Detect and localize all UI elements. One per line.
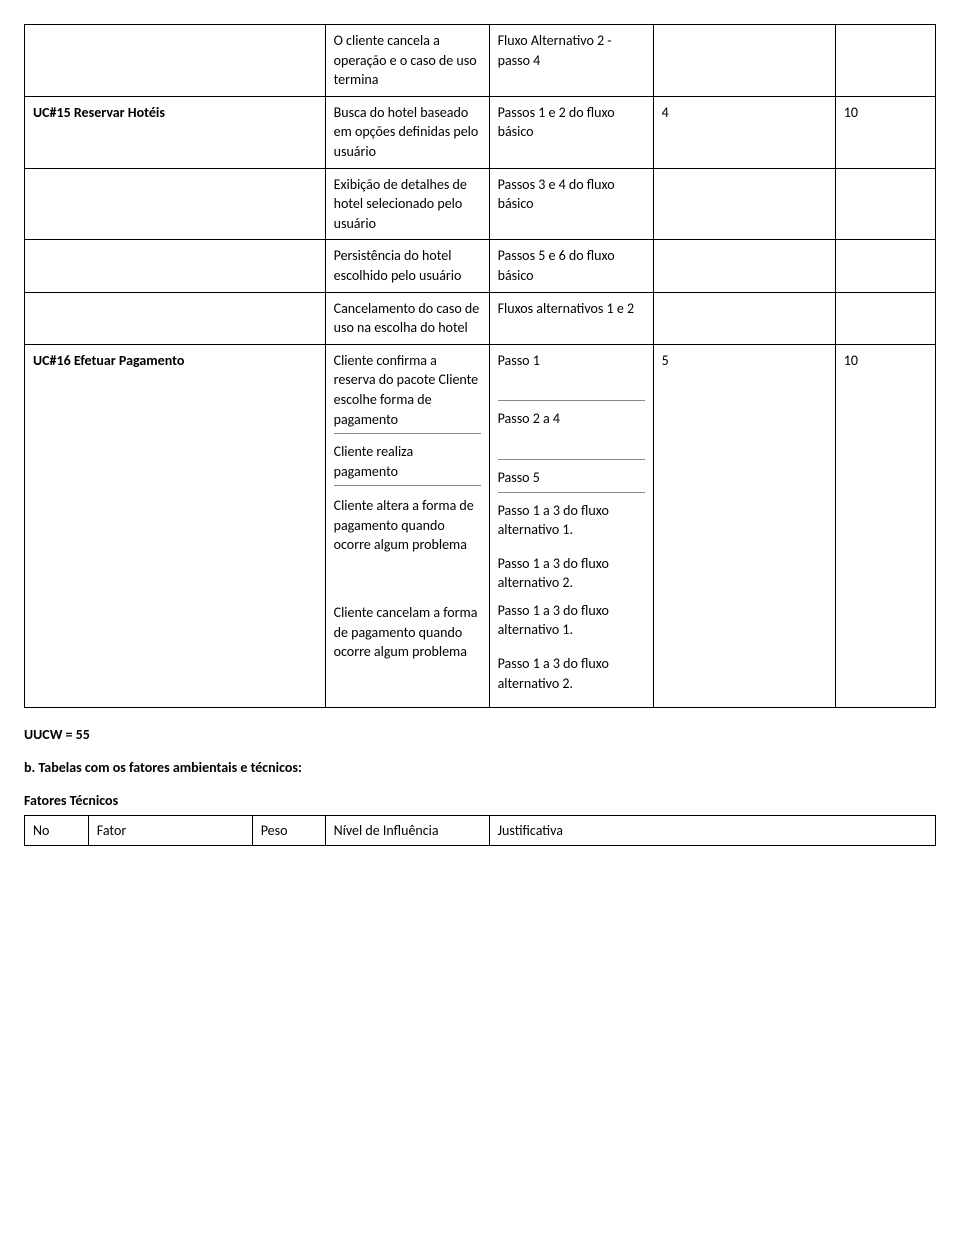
factors-header-row: No Fator Peso Nível de Influência Justif… [25, 816, 936, 846]
cell-value [835, 168, 935, 240]
col-no: No [25, 816, 89, 846]
cell-flow: Fluxos alternativos 1 e 2 [489, 292, 653, 344]
cell-value: 10 [835, 96, 935, 168]
cell-flow: Passos 3 e 4 do fluxo básico [489, 168, 653, 240]
section-b-heading: b. Tabelas com os fatores ambientais e t… [24, 759, 936, 776]
factors-table: No Fator Peso Nível de Influência Justif… [24, 815, 936, 846]
cell-value [835, 25, 935, 97]
cell-description: Busca do hotel baseado em opções definid… [325, 96, 489, 168]
table-row: UC#15 Reservar HotéisBusca do hotel base… [25, 96, 936, 168]
table-row: Persistência do hotel escolhido pelo usu… [25, 240, 936, 292]
cell-usecase [25, 240, 326, 292]
cell-flow: Passos 5 e 6 do fluxo básico [489, 240, 653, 292]
cell-weight [653, 168, 835, 240]
cell-usecase [25, 292, 326, 344]
cell-description: Persistência do hotel escolhido pelo usu… [325, 240, 489, 292]
fatores-tecnicos-title: Fatores Técnicos [24, 792, 936, 809]
table-row: Exibição de detalhes de hotel selecionad… [25, 168, 936, 240]
use-case-table: O cliente cancela a operação e o caso de… [24, 24, 936, 708]
cell-value [835, 240, 935, 292]
uucw-line: UUCW = 55 [24, 726, 936, 743]
table-row: O cliente cancela a operação e o caso de… [25, 25, 936, 97]
cell-weight: 5 [653, 344, 835, 708]
cell-usecase [25, 25, 326, 97]
cell-value [835, 292, 935, 344]
cell-description: Cliente confirma a reserva do pacote Cli… [325, 344, 489, 708]
cell-flow: Fluxo Alternativo 2 - passo 4 [489, 25, 653, 97]
cell-usecase [25, 168, 326, 240]
cell-description: Exibição de detalhes de hotel selecionad… [325, 168, 489, 240]
cell-flow: Passo 1Passo 2 a 4Passo 5Passo 1 a 3 do … [489, 344, 653, 708]
cell-weight [653, 292, 835, 344]
cell-usecase: UC#15 Reservar Hotéis [25, 96, 326, 168]
cell-description: O cliente cancela a operação e o caso de… [325, 25, 489, 97]
col-peso: Peso [252, 816, 325, 846]
cell-weight [653, 25, 835, 97]
cell-weight [653, 240, 835, 292]
cell-flow: Passos 1 e 2 do fluxo básico [489, 96, 653, 168]
cell-description: Cancelamento do caso de uso na escolha d… [325, 292, 489, 344]
table-row: UC#16 Efetuar PagamentoCliente confirma … [25, 344, 936, 708]
cell-value: 10 [835, 344, 935, 708]
cell-usecase: UC#16 Efetuar Pagamento [25, 344, 326, 708]
col-fator: Fator [88, 816, 252, 846]
col-nivel: Nível de Influência [325, 816, 489, 846]
col-justificativa: Justificativa [489, 816, 935, 846]
table-row: Cancelamento do caso de uso na escolha d… [25, 292, 936, 344]
cell-weight: 4 [653, 96, 835, 168]
